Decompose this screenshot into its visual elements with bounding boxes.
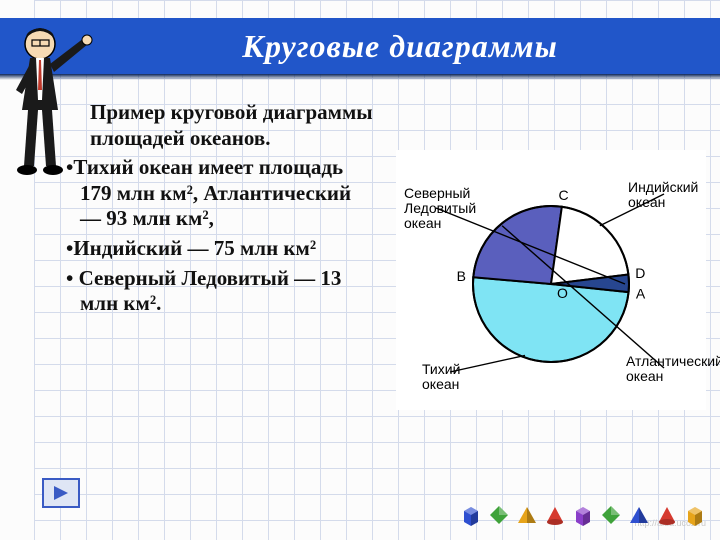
chart-label-Индийский: Индийскийокеан [628, 180, 698, 210]
deco-shape-0 [460, 504, 482, 526]
bullet-arctic: • Северный Ледовитый — 13 млн км². [66, 266, 376, 317]
deco-shape-1 [488, 504, 510, 526]
deco-shape-5 [600, 504, 622, 526]
deco-shape-8 [684, 504, 706, 526]
deco-shape-4 [572, 504, 594, 526]
vertex-label-A: A [636, 285, 646, 301]
chart-label-Атлантический: Атлантическийокеан [626, 354, 720, 384]
pie-slice-Индийский [551, 207, 628, 284]
play-icon [51, 484, 71, 502]
header-shadow [0, 74, 720, 80]
chart-label-Тихий: СеверныйЛедовитыйокеан [404, 186, 476, 231]
slide-title: Круговые диаграммы [242, 28, 558, 65]
deco-shape-3 [544, 504, 566, 526]
intro-text: Пример круговой диаграммы площадей океан… [66, 100, 376, 151]
content-text: Пример круговой диаграммы площадей океан… [66, 100, 376, 321]
pie-chart: ADCBO СеверныйЛедовитыйокеанАтлантически… [396, 150, 706, 410]
pie-slice-Атлантический [473, 206, 562, 284]
next-slide-button[interactable] [42, 478, 80, 508]
bullet-pacific: •Тихий океан имеет площадь 179 млн км², … [66, 155, 376, 232]
center-label: O [557, 285, 568, 301]
slide-header: Круговые диаграммы [0, 18, 720, 74]
deco-shape-7 [656, 504, 678, 526]
vertex-label-C: C [558, 187, 568, 203]
vertex-label-B: B [457, 268, 466, 284]
vertex-label-D: D [635, 265, 645, 281]
bullet-indian: •Индийский — 75 млн км² [66, 236, 376, 262]
decorative-shapes-row [460, 504, 706, 526]
deco-shape-2 [516, 504, 538, 526]
chart-label-Северный: Тихийокеан [422, 362, 460, 392]
deco-shape-6 [628, 504, 650, 526]
